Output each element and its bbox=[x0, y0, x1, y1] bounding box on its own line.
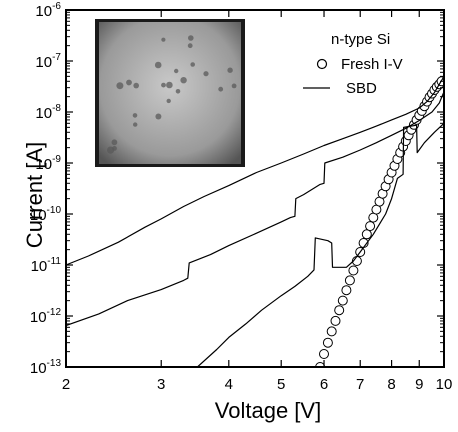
series-line-sbd bbox=[196, 122, 444, 367]
series-line-sbd bbox=[66, 76, 444, 266]
data-point-fresh bbox=[365, 221, 376, 232]
inset-speckle bbox=[166, 81, 173, 89]
y-tick-label: 10-11 bbox=[31, 256, 62, 275]
inset-speckle bbox=[187, 43, 193, 49]
y-axis-title: Current [A] bbox=[22, 142, 47, 248]
data-point-fresh bbox=[319, 349, 329, 359]
inset-speckle bbox=[218, 86, 224, 92]
legend-label-fresh: Fresh I-V bbox=[341, 56, 403, 73]
y-tick-label: 10-13 bbox=[30, 358, 62, 377]
data-point-fresh bbox=[315, 362, 326, 367]
y-tick-label: 10-8 bbox=[35, 103, 61, 122]
data-point-fresh bbox=[344, 275, 355, 286]
x-tick-label: 5 bbox=[277, 376, 285, 393]
inset-speckle bbox=[180, 77, 187, 84]
inset-speckle bbox=[188, 35, 194, 41]
inset-speckle bbox=[161, 37, 166, 42]
legend-label-sbd: SBD bbox=[346, 80, 377, 97]
plot-frame bbox=[65, 9, 445, 368]
data-point-fresh bbox=[341, 285, 352, 296]
x-tick-label: 7 bbox=[356, 376, 364, 393]
inset-speckle bbox=[133, 122, 138, 127]
y-tick-label: 10-6 bbox=[35, 1, 61, 20]
x-tick-label: 4 bbox=[225, 376, 233, 393]
x-tick-label: 10 bbox=[436, 376, 453, 393]
y-tick-label: 10-10 bbox=[30, 205, 62, 224]
inset-speckle bbox=[174, 68, 179, 74]
data-point-fresh bbox=[326, 326, 337, 337]
series-line-sbd bbox=[66, 91, 444, 327]
inset-speckle bbox=[111, 139, 118, 146]
x-tick-label: 3 bbox=[157, 376, 165, 393]
inset-speckle bbox=[227, 67, 233, 73]
inset-speckle bbox=[166, 98, 171, 104]
inset-speckle bbox=[112, 146, 117, 151]
inset-speckle bbox=[116, 82, 124, 90]
inset-speckle bbox=[155, 113, 162, 120]
y-tick-label: 10-7 bbox=[35, 52, 61, 71]
inset-micrograph bbox=[95, 19, 245, 167]
data-point-fresh bbox=[330, 315, 341, 326]
data-point-fresh bbox=[361, 229, 372, 240]
inset-speckle bbox=[133, 82, 139, 89]
x-tick-label: 2 bbox=[62, 376, 70, 393]
inset-speckle bbox=[203, 71, 209, 77]
inset-speckle bbox=[161, 82, 166, 88]
legend-marker-circle bbox=[316, 58, 328, 70]
inset-speckle bbox=[132, 113, 138, 118]
legend-title: n-type Si bbox=[331, 31, 390, 48]
x-axis-title: Voltage [V] bbox=[215, 398, 321, 423]
data-point-fresh bbox=[348, 265, 359, 276]
x-tick-label: 6 bbox=[320, 376, 328, 393]
x-tick-label: 8 bbox=[387, 376, 395, 393]
y-tick-label: 10-9 bbox=[35, 154, 61, 173]
data-point-fresh bbox=[322, 337, 333, 348]
x-tick-label: 9 bbox=[415, 376, 423, 393]
data-point-fresh bbox=[337, 295, 348, 306]
inset-speckle bbox=[190, 62, 195, 67]
legend: n-type Si Fresh I-V SBD bbox=[303, 31, 403, 97]
data-point-fresh bbox=[334, 305, 345, 316]
inset-speckle bbox=[231, 83, 237, 89]
inset-speckle bbox=[175, 89, 181, 94]
inset-speckle bbox=[126, 79, 132, 86]
inset-speckle bbox=[154, 61, 162, 69]
y-tick-label: 10-12 bbox=[30, 307, 62, 326]
